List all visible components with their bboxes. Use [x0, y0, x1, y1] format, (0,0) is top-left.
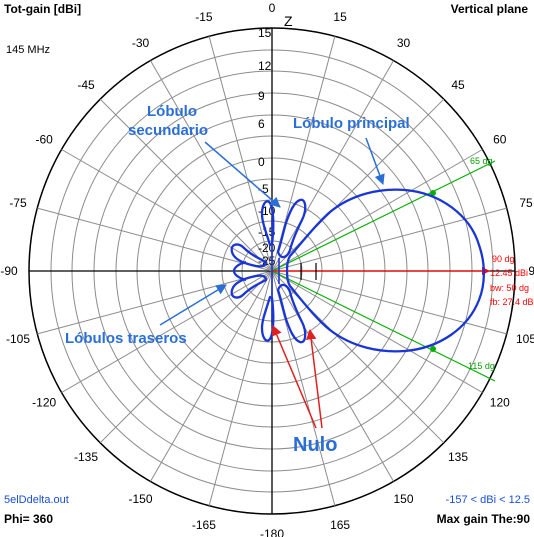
grid-spoke — [37, 207, 273, 272]
gain-tick-label: 15 — [258, 26, 272, 40]
null-arrow-left — [271, 325, 317, 429]
grid-spoke — [271, 149, 483, 272]
angle-label: -180 — [260, 527, 284, 537]
gain-unit-title: Tot-gain [dBi] — [4, 2, 82, 16]
angle-label: -105 — [6, 332, 30, 346]
null-label: Nulo — [293, 434, 337, 456]
angle-label: -30 — [132, 36, 150, 50]
radiation-pattern — [230, 188, 486, 353]
angle-label: -75 — [9, 196, 27, 210]
back-lobes-label: Lóbulos traseros — [65, 330, 187, 347]
phi-label: Phi= 360 — [4, 512, 54, 526]
beamwidth-line-upper — [271, 160, 496, 272]
main-lobe-arrow — [365, 137, 385, 185]
grid-spoke — [208, 36, 273, 272]
beamwidth-point-upper — [430, 190, 436, 196]
frequency-label: 145 MHz — [6, 44, 51, 56]
info-beamwidth: bw: 50 dg — [490, 283, 529, 293]
secondary-lobe-label-line1: Lóbulo — [147, 103, 197, 120]
secondary-lobe-lower — [276, 283, 307, 344]
angle-label: 75 — [519, 196, 533, 210]
angle-label: 135 — [448, 450, 468, 464]
angle-label: -120 — [32, 396, 56, 410]
angle-label: -135 — [74, 450, 98, 464]
angle-label: -90 — [0, 264, 18, 278]
angle-label: -60 — [36, 133, 54, 147]
info-front-back: fb: 27.4 dB — [490, 297, 534, 307]
grid-spoke — [99, 270, 273, 444]
angle-label: 165 — [330, 518, 350, 532]
angle-label: 0 — [269, 1, 276, 15]
max-gain-info: 90 dg 12.45 dBi bw: 50 dg fb: 27.4 dB — [490, 254, 534, 307]
angle-label: 120 — [490, 396, 510, 410]
main-lobe-label: Lóbulo principal — [293, 115, 410, 132]
beamwidth-label-lower: 115 dg — [468, 361, 495, 371]
beamwidth-label-upper: 65 dg — [470, 156, 493, 166]
null-arrow-right — [305, 328, 323, 429]
zenith-label: Z — [284, 13, 293, 29]
gain-tick-label: 9 — [258, 89, 265, 103]
info-gain: 12.45 dBi — [490, 268, 528, 278]
main-lobe — [285, 188, 486, 353]
secondary-lobe-arrow — [204, 141, 281, 208]
beamwidth-point-lower — [430, 346, 436, 352]
angle-label: 105 — [516, 332, 534, 346]
angle-label: 45 — [451, 78, 465, 92]
grid-spoke — [150, 60, 273, 272]
grid-spoke — [37, 270, 273, 335]
gain-tick-label: 6 — [258, 117, 265, 131]
grid-spoke — [271, 207, 507, 272]
back-lobe-lower — [230, 274, 268, 299]
null-arrows — [271, 325, 323, 429]
back-lobe-upper — [230, 243, 268, 268]
back-lobe-center — [232, 260, 247, 282]
gain-tick-label: -5 — [258, 182, 269, 196]
annotation-arrows — [159, 137, 385, 326]
grid-spoke — [150, 270, 273, 482]
max-gain-label: Max gain The:90 — [436, 512, 530, 526]
grid-spoke — [271, 270, 483, 393]
angle-label: 150 — [393, 492, 413, 506]
gain-tick-label: 0 — [258, 155, 265, 169]
angle-label: -15 — [195, 10, 213, 24]
angle-label: 15 — [333, 10, 347, 24]
grid-spoke — [271, 270, 394, 482]
angle-label: 30 — [397, 36, 411, 50]
grid-spoke — [271, 270, 507, 335]
lobe-upper-left — [260, 200, 275, 247]
angle-label: -165 — [192, 518, 216, 532]
gain-tick-label: 12 — [258, 59, 272, 73]
grid-spoke — [99, 98, 273, 272]
secondary-lobe-upper — [276, 198, 307, 259]
plane-title: Vertical plane — [450, 2, 528, 16]
grid-spoke — [61, 270, 273, 393]
annotation-labels: Lóbulo secundario Lóbulo principal Lóbul… — [65, 103, 410, 456]
gain-range-label: -157 < dBi < 12.5 — [445, 494, 530, 506]
angle-label: 60 — [493, 133, 507, 147]
secondary-lobe-label-line2: secundario — [128, 122, 208, 139]
grid-spoke — [61, 149, 273, 272]
angle-label: -150 — [128, 492, 152, 506]
angle-label: 90 — [528, 264, 534, 278]
angle-label: -45 — [77, 78, 95, 92]
info-direction: 90 dg — [492, 254, 515, 264]
grid-spoke — [208, 270, 273, 506]
lobe-lower-left — [260, 295, 275, 342]
back-lobes-arrow — [159, 284, 227, 326]
file-name-label: 5elDdelta.out — [4, 494, 69, 506]
beamwidth-line-lower — [271, 270, 496, 382]
grid-spoke — [271, 60, 394, 272]
